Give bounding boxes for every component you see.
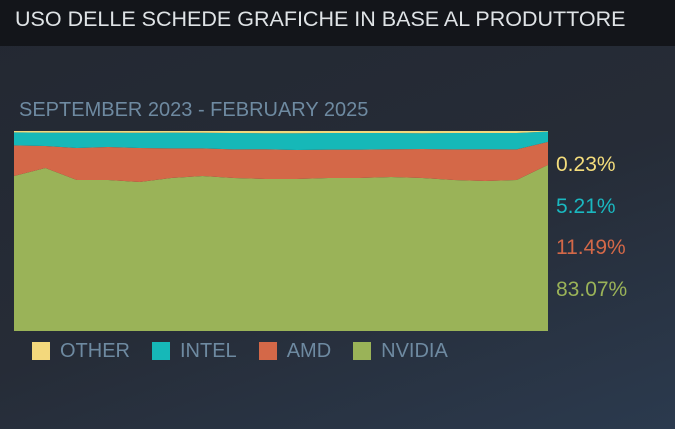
- chart-subtitle: SEPTEMBER 2023 - FEBRUARY 2025: [19, 99, 369, 121]
- stacked-area-chart: [14, 131, 548, 331]
- legend-label-other: OTHER: [60, 339, 130, 362]
- legend-item-nvidia: NVIDIA: [353, 340, 448, 363]
- latest-label-other: 0.23%: [556, 153, 616, 176]
- area-other: [14, 131, 548, 134]
- header-bar: USO DELLE SCHEDE GRAFICHE IN BASE AL PRO…: [0, 0, 675, 46]
- legend-item-other: OTHER: [32, 340, 130, 363]
- area-nvidia: [14, 164, 548, 331]
- latest-label-nvidia: 83.07%: [556, 278, 628, 301]
- area-intel: [14, 131, 548, 150]
- legend-item-amd: AMD: [258, 339, 332, 363]
- legend-label-amd: AMD: [286, 339, 332, 362]
- legend-label-intel: INTEL: [180, 339, 237, 362]
- area-amd: [14, 141, 548, 182]
- legend-swatch-amd: [258, 342, 277, 360]
- legend-swatch-other: [32, 342, 50, 360]
- legend-swatch-nvidia: [353, 342, 372, 360]
- legend-swatch-intel: [152, 342, 170, 360]
- latest-label-intel: 5.21%: [556, 195, 616, 218]
- legend-item-intel: INTEL: [152, 340, 237, 363]
- page-title: USO DELLE SCHEDE GRAFICHE IN BASE AL PRO…: [15, 7, 626, 31]
- chart-legend: OTHER INTEL AMD NVIDIA: [32, 338, 470, 364]
- legend-label-nvidia: NVIDIA: [381, 339, 448, 362]
- latest-label-amd: 11.49%: [556, 236, 626, 259]
